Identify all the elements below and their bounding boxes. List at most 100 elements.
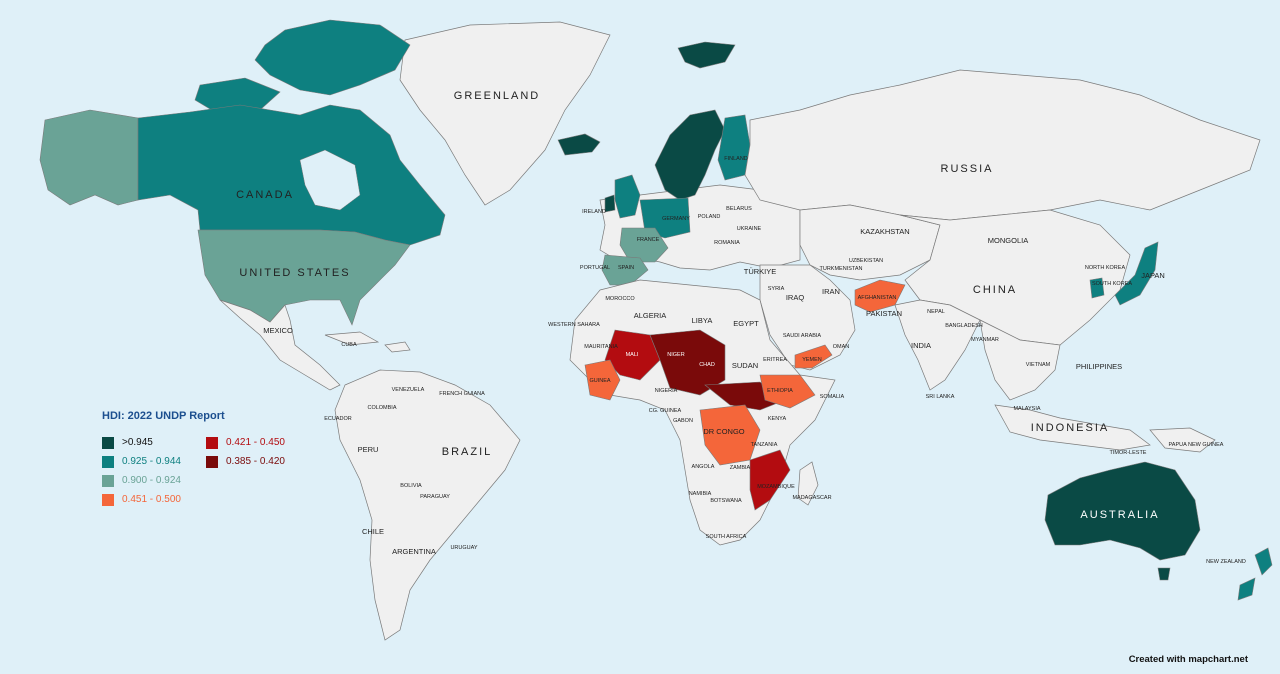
legend-swatch bbox=[102, 436, 114, 449]
label-niger: NIGER bbox=[667, 352, 684, 358]
label-cong: CG. GUINEA bbox=[649, 408, 682, 414]
label-indonesia: INDONESIA bbox=[1031, 422, 1110, 434]
legend-item: 0.925 - 0.944 bbox=[102, 455, 206, 468]
label-sri-lanka: SRI LANKA bbox=[926, 394, 955, 400]
label-kenya: KENYA bbox=[768, 416, 787, 422]
label-madagascar: MADAGASCAR bbox=[792, 495, 831, 501]
label-south-africa: SOUTH AFRICA bbox=[706, 534, 747, 540]
legend-label: >0.945 bbox=[122, 437, 153, 448]
label-zambia: ZAMBIA bbox=[730, 465, 751, 471]
label-new-zealand: NEW ZEALAND bbox=[1206, 559, 1246, 565]
region-greenland bbox=[399, 21, 611, 206]
label-libya: LIBYA bbox=[692, 316, 713, 325]
label-china: CHINA bbox=[973, 284, 1017, 296]
region-india bbox=[894, 299, 981, 391]
label-malaysia: MALAYSIA bbox=[1013, 406, 1040, 412]
region-south-korea bbox=[1089, 277, 1105, 299]
label-egypt: EGYPT bbox=[733, 319, 759, 328]
legend-label: 0.385 - 0.420 bbox=[226, 456, 285, 467]
label-venezuela: VENEZUELA bbox=[392, 387, 425, 393]
label-somalia: SOMALIA bbox=[820, 394, 845, 400]
region-norway-sweden bbox=[654, 109, 726, 201]
legend-item: 0.421 - 0.450 bbox=[206, 436, 306, 449]
legend-label: 0.451 - 0.500 bbox=[122, 494, 181, 505]
region-uk bbox=[614, 174, 641, 219]
label-canada: CANADA bbox=[236, 189, 294, 201]
region-guinea bbox=[584, 359, 621, 401]
label-afghanistan: AFGHANISTAN bbox=[858, 295, 897, 301]
label-russia: RUSSIA bbox=[941, 163, 994, 175]
label-ireland: IRELAND bbox=[582, 209, 606, 215]
legend-item: 0.451 - 0.500 bbox=[102, 493, 206, 506]
label-french-guiana: FRENCH GUIANA bbox=[439, 391, 485, 397]
label-poland: POLAND bbox=[698, 214, 721, 220]
label-spain: SPAIN bbox=[618, 265, 634, 271]
label-uzbekistan: UZBEKISTAN bbox=[849, 258, 883, 264]
label-morocco: MOROCCO bbox=[605, 296, 635, 302]
label-finland: FINLAND bbox=[724, 156, 748, 162]
label-portugal: PORTUGAL bbox=[580, 265, 610, 271]
label-mexico: MEXICO bbox=[263, 326, 293, 335]
region-madagascar bbox=[797, 461, 819, 506]
legend-label: 0.900 - 0.924 bbox=[122, 475, 181, 486]
legend-label: 0.421 - 0.450 bbox=[226, 437, 285, 448]
label-south-korea: SOUTH KOREA bbox=[1092, 281, 1132, 287]
legend-swatch bbox=[102, 493, 114, 506]
region-caribbean bbox=[324, 331, 411, 353]
label-greenland: GREENLAND bbox=[454, 90, 540, 102]
label-saudi-arabia: SAUDI ARABIA bbox=[783, 333, 822, 339]
label-syria: SYRIA bbox=[768, 286, 785, 292]
label-peru: PERU bbox=[358, 445, 379, 454]
label-iraq: IRAQ bbox=[786, 293, 805, 302]
label-colombia: COLOMBIA bbox=[367, 405, 396, 411]
region-south-america bbox=[334, 369, 521, 641]
label-kazakhstan: KAZAKHSTAN bbox=[860, 227, 909, 236]
region-alaska bbox=[39, 109, 139, 206]
region-iceland bbox=[557, 133, 601, 156]
legend-item: >0.945 bbox=[102, 436, 206, 449]
label-ecuador: ECUADOR bbox=[324, 416, 352, 422]
label-united-states: UNITED STATES bbox=[239, 267, 350, 279]
label-philippines: PHILIPPINES bbox=[1076, 362, 1122, 371]
label-turkiye: TÜRKIYE bbox=[744, 267, 777, 276]
label-turkmenistan: TURKMENISTAN bbox=[820, 266, 863, 272]
region-russia bbox=[744, 69, 1261, 221]
label-japan: JAPAN bbox=[1141, 271, 1165, 280]
label-nigeria: NIGERIA bbox=[655, 388, 678, 394]
legend: HDI: 2022 UNDP Report >0.945 0.421 - 0.4… bbox=[102, 410, 302, 506]
label-france: FRANCE bbox=[637, 237, 660, 243]
region-mozambique bbox=[749, 449, 791, 511]
label-eritrea: ERITREA bbox=[763, 357, 787, 363]
label-ethiopia: ETHIOPIA bbox=[767, 388, 793, 394]
region-ireland bbox=[604, 194, 616, 213]
legend-swatch bbox=[102, 455, 114, 468]
label-bolivia: BOLIVIA bbox=[400, 483, 422, 489]
label-yemen: YEMEN bbox=[802, 357, 822, 363]
label-sudan: SUDAN bbox=[732, 361, 758, 370]
region-central-asia bbox=[799, 204, 941, 281]
region-japan bbox=[1114, 241, 1159, 306]
label-vietnam: VIETNAM bbox=[1026, 362, 1051, 368]
label-australia: AUSTRALIA bbox=[1080, 509, 1159, 521]
legend-label: 0.925 - 0.944 bbox=[122, 456, 181, 467]
region-ethiopia bbox=[759, 374, 816, 409]
region-france bbox=[619, 227, 669, 263]
label-oman: OMAN bbox=[833, 344, 850, 350]
legend-swatch bbox=[206, 455, 218, 468]
legend-title: HDI: 2022 UNDP Report bbox=[102, 410, 225, 422]
label-botswana: BOTSWANA bbox=[710, 498, 742, 504]
region-se-asia bbox=[979, 319, 1061, 401]
label-mali: MALI bbox=[626, 352, 639, 358]
label-ukraine: UKRAINE bbox=[737, 226, 762, 232]
label-mauritania: MAURITANIA bbox=[584, 344, 618, 350]
label-gabon: GABON bbox=[673, 418, 693, 424]
label-cuba: CUBA bbox=[341, 342, 357, 348]
label-timor-leste: TIMOR-LESTE bbox=[1110, 450, 1147, 456]
legend-grid: >0.945 0.421 - 0.450 0.925 - 0.944 0.385… bbox=[102, 436, 302, 506]
region-papua bbox=[1149, 427, 1216, 453]
label-tanzania: TANZANIA bbox=[751, 442, 778, 448]
label-brazil: BRAZIL bbox=[442, 446, 493, 458]
region-yemen bbox=[794, 344, 833, 369]
legend-item: 0.385 - 0.420 bbox=[206, 455, 306, 468]
